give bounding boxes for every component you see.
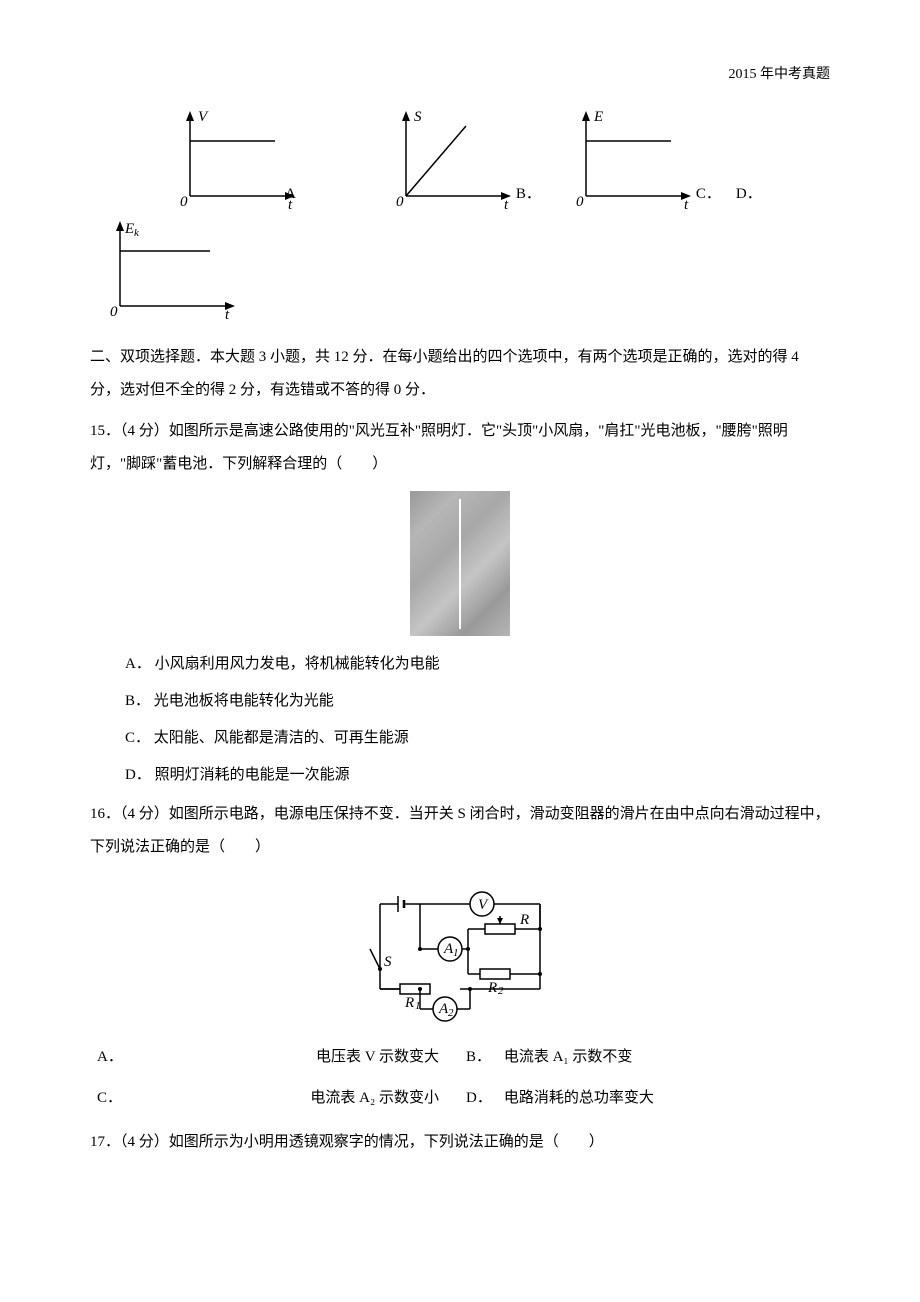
q15-a-label: A． [125, 656, 151, 672]
svg-text:R: R [487, 980, 497, 996]
q16-a-label: A． [92, 1038, 142, 1077]
graph-row-2: E k t 0 [90, 221, 830, 321]
q16-d-text: 电路消耗的总功率变大 [499, 1079, 828, 1118]
q17-stem: 17．（4 分）如图所示为小明用透镜观察字的情况，下列说法正确的是（ ） [90, 1126, 830, 1159]
section-2-title: 二、双项选择题．本大题 3 小题，共 12 分．在每小题给出的四个选项中，有两个… [90, 341, 830, 407]
svg-text:V: V [198, 109, 209, 125]
q15-d-text: 照明灯消耗的电能是一次能源 [155, 767, 350, 783]
svg-text:0: 0 [396, 194, 404, 210]
q15-c-text: 太阳能、风能都是清洁的、可再生能源 [154, 730, 409, 746]
svg-text:0: 0 [110, 304, 118, 320]
svg-text:t: t [684, 197, 689, 213]
graph-ek-t: E k t 0 [100, 221, 240, 321]
q15-b-label: B． [125, 693, 150, 709]
q16-b-text: 电流表 A₁ 示数不变 [499, 1038, 828, 1077]
label-d: D． [736, 178, 762, 211]
svg-text:E: E [593, 109, 603, 125]
q16-d-label: D． [446, 1079, 497, 1118]
svg-text:R: R [519, 912, 529, 928]
svg-text:0: 0 [180, 194, 188, 210]
graph-row-1: V t 0 A S t 0 B． [90, 111, 830, 211]
svg-text:0: 0 [576, 194, 584, 210]
q16-a-text: 电压表 V 示数变大 [144, 1038, 444, 1077]
svg-text:t: t [288, 197, 293, 213]
q15-b-text: 光电池板将电能转化为光能 [154, 693, 334, 709]
q15-d-label: D． [125, 767, 151, 783]
page-header: 2015 年中考真题 [90, 60, 830, 91]
svg-text:R: R [404, 995, 414, 1011]
q16-c-text: 电流表 A₂ 示数变小 [144, 1079, 444, 1118]
q15-option-c: C． 太阳能、风能都是清洁的、可再生能源 [125, 722, 830, 755]
q16-b-label: B． [446, 1038, 497, 1077]
label-b: B． [516, 178, 541, 211]
svg-text:t: t [504, 197, 509, 213]
q16-options-table: A． 电压表 V 示数变大 B． 电流表 A₁ 示数不变 C． 电流表 A₂ 示… [90, 1036, 830, 1120]
q16-c-label: C． [92, 1079, 142, 1118]
graph-v-t: V t 0 [170, 111, 300, 211]
svg-text:2: 2 [448, 1007, 454, 1019]
q16-circuit: V R A 1 R 2 S R 1 A 2 [360, 874, 560, 1024]
svg-text:k: k [134, 227, 140, 239]
q15-image [410, 491, 510, 636]
q15-stem: 15．（4 分）如图所示是高速公路使用的"风光互补"照明灯．它"头顶"小风扇，"… [90, 415, 830, 481]
svg-text:t: t [225, 307, 230, 323]
svg-text:E: E [124, 221, 134, 237]
label-c: C． [696, 178, 721, 211]
q15-option-a: A． 小风扇利用风力发电，将机械能转化为电能 [125, 648, 830, 681]
q15-option-d: D． 照明灯消耗的电能是一次能源 [125, 759, 830, 792]
graph-e-t: E t 0 [566, 111, 696, 211]
svg-text:S: S [384, 954, 392, 970]
q15-option-b: B． 光电池板将电能转化为光能 [125, 685, 830, 718]
q15-image-wrapper [90, 491, 830, 636]
graph-s-t: S t 0 [386, 111, 516, 211]
q16-image-wrapper: V R A 1 R 2 S R 1 A 2 [90, 874, 830, 1024]
q16-stem: 16．（4 分）如图所示电路，电源电压保持不变．当开关 S 闭合时，滑动变阻器的… [90, 798, 830, 864]
svg-text:2: 2 [498, 985, 504, 997]
q15-c-label: C． [125, 730, 150, 746]
svg-text:1: 1 [453, 947, 459, 959]
svg-text:S: S [414, 109, 422, 125]
q15-a-text: 小风扇利用风力发电，将机械能转化为电能 [155, 656, 440, 672]
